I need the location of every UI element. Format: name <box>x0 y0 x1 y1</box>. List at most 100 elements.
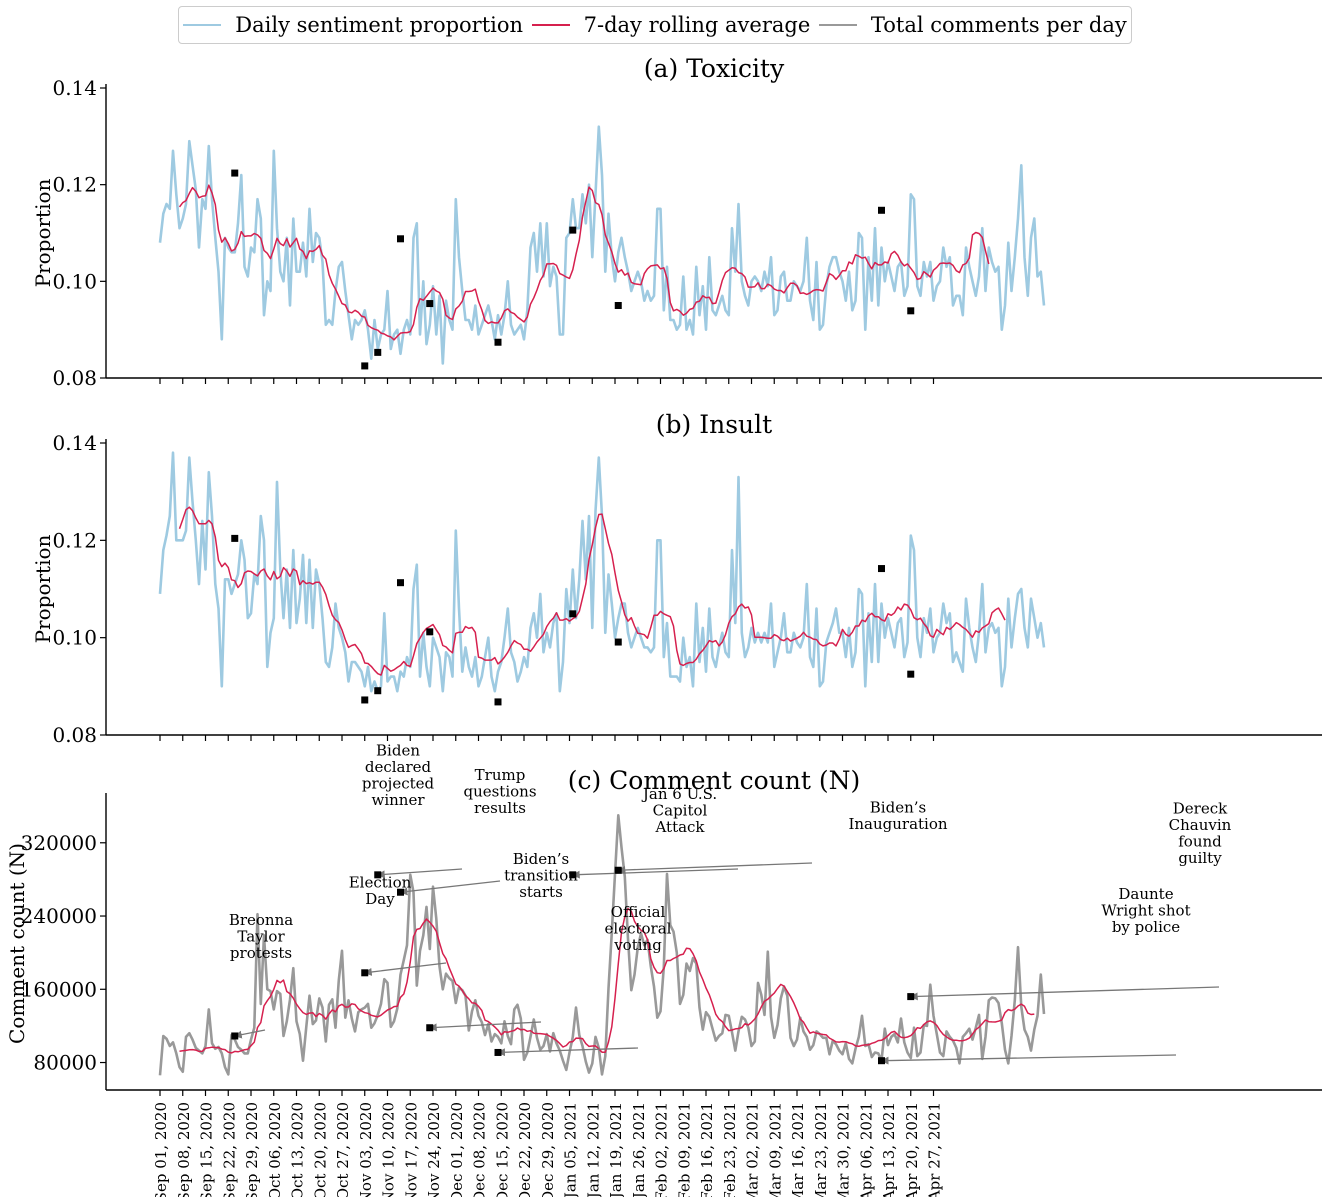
legend-item-daily: Daily sentiment proportion <box>183 13 523 37</box>
annotation-arrow <box>376 868 463 879</box>
x-tick-label: Jan 26, 2021 <box>630 1102 648 1197</box>
event-marker <box>374 348 382 356</box>
y-tick-label: 320000 <box>21 831 97 855</box>
series-line-rolling-average <box>179 907 1035 1054</box>
annotation-arrow <box>363 962 447 976</box>
annotation-arrow <box>617 862 813 874</box>
x-tick-label: Apr 27, 2021 <box>926 1102 944 1197</box>
annotation-label: Biden’s transition starts <box>504 850 578 901</box>
y-axis-label: Proportion <box>31 178 55 287</box>
event-marker <box>878 206 885 214</box>
x-tick-label: Oct 13, 2020 <box>289 1102 307 1197</box>
x-tick-label: Apr 13, 2021 <box>880 1102 898 1197</box>
event-marker <box>397 579 404 587</box>
event-marker <box>494 338 502 346</box>
x-tick-label: Feb 09, 2021 <box>675 1102 693 1197</box>
x-tick-label: Oct 20, 2020 <box>311 1102 329 1197</box>
event-marker <box>494 1048 502 1056</box>
annotation-label: Biden declared projected winner <box>362 742 435 810</box>
event-marker <box>907 670 915 678</box>
event-marker <box>426 628 434 636</box>
legend-item-rolling: 7-day rolling average <box>531 13 811 37</box>
x-tick-label: Mar 02, 2021 <box>744 1102 762 1197</box>
event-marker <box>374 871 382 879</box>
x-tick-label: Mar 16, 2021 <box>789 1102 807 1197</box>
event-marker <box>231 534 239 542</box>
x-tick-label: Sep 22, 2020 <box>220 1102 238 1197</box>
event-marker <box>361 969 369 977</box>
annotation-label: Jan 6 U.S. Capitol Attack <box>641 785 717 836</box>
event-marker <box>907 307 915 315</box>
annotation-label: Biden’s Inauguration <box>848 799 947 834</box>
legend: Daily sentiment proportion 7-day rolling… <box>178 6 1132 44</box>
x-tick-label: Dec 08, 2020 <box>471 1102 489 1197</box>
annotation-arrow <box>233 1029 266 1039</box>
annotation-arrow <box>399 880 501 896</box>
x-tick-label: Mar 09, 2021 <box>766 1102 784 1197</box>
annotation-arrow <box>880 1054 1177 1065</box>
event-marker <box>907 993 915 1001</box>
legend-swatch-daily <box>183 24 222 26</box>
legend-label-daily: Daily sentiment proportion <box>235 13 524 37</box>
y-tick-label: 0.10 <box>52 269 97 293</box>
x-tick-label: Nov 03, 2020 <box>357 1102 375 1197</box>
x-tick-label: Apr 06, 2021 <box>857 1102 875 1197</box>
y-axis-label: Comment count (N) <box>5 843 29 1044</box>
y-tick-label: 0.10 <box>52 626 97 650</box>
panel-1: (a) Toxicity 0.08 0.10 0.12 0.14 Proportion <box>31 54 1322 390</box>
event-marker <box>426 300 434 308</box>
x-tick-label: Feb 16, 2021 <box>698 1102 716 1197</box>
annotation-label: Election Day <box>349 874 412 909</box>
event-marker <box>569 871 577 879</box>
x-tick-label: Jan 12, 2021 <box>584 1102 602 1197</box>
x-tick-label: Dec 15, 2020 <box>493 1102 511 1197</box>
legend-swatch-total <box>818 24 857 26</box>
panel-title: (b) Insult <box>656 410 772 439</box>
y-tick-label: 0.14 <box>52 431 97 455</box>
event-marker <box>397 235 404 243</box>
x-tick-label: Mar 23, 2021 <box>812 1102 830 1197</box>
event-marker <box>569 226 577 234</box>
event-marker <box>374 687 382 695</box>
legend-label-rolling: 7-day rolling average <box>583 13 811 37</box>
series-line-rolling-average <box>178 506 1006 676</box>
x-tick-label: Sep 29, 2020 <box>243 1102 261 1197</box>
series-line-rolling-average <box>178 184 990 341</box>
annotation-arrow <box>497 1047 639 1057</box>
y-tick-label: 240000 <box>21 904 97 928</box>
x-tick-label: Dec 01, 2020 <box>448 1102 466 1197</box>
event-marker <box>361 696 369 704</box>
panel-3: (c) Comment count (N) 80000 160000 240000 32… <box>5 742 1322 1197</box>
x-tick-label: Feb 23, 2021 <box>721 1102 739 1197</box>
x-tick-label: Feb 02, 2021 <box>653 1102 671 1197</box>
event-marker <box>231 169 239 177</box>
x-tick-label: Oct 06, 2020 <box>266 1102 284 1197</box>
event-marker <box>361 362 369 370</box>
event-marker <box>231 1032 239 1040</box>
x-tick-label: Nov 17, 2020 <box>402 1102 420 1197</box>
annotation-arrow <box>428 1021 542 1032</box>
x-tick-label: Jan 19, 2021 <box>607 1102 625 1197</box>
series-line-total-comments <box>158 814 1046 1076</box>
event-marker <box>614 866 622 874</box>
x-tick-label: Nov 10, 2020 <box>380 1102 398 1197</box>
event-marker <box>397 888 404 896</box>
y-tick-label: 0.08 <box>52 723 97 747</box>
legend-swatch-rolling <box>531 24 570 26</box>
annotation-arrow <box>571 868 739 879</box>
y-tick-label: 0.12 <box>52 173 97 197</box>
event-marker <box>494 698 502 706</box>
x-tick-label: Mar 30, 2021 <box>835 1102 853 1197</box>
x-tick-label: Sep 08, 2020 <box>175 1102 193 1197</box>
event-marker <box>878 1057 885 1065</box>
y-tick-label: 0.12 <box>52 528 97 552</box>
y-tick-label: 0.08 <box>52 366 97 390</box>
annotation-label: Breonna Taylor protests <box>229 911 293 962</box>
x-tick-label: Dec 29, 2020 <box>539 1102 557 1197</box>
annotation-label: Official electoral voting <box>605 903 672 954</box>
x-tick-label: Dec 22, 2020 <box>516 1102 534 1197</box>
x-tick-label: Nov 24, 2020 <box>425 1102 443 1197</box>
y-tick-label: 0.14 <box>52 76 97 100</box>
panel-title: (c) Comment count (N) <box>568 766 861 795</box>
